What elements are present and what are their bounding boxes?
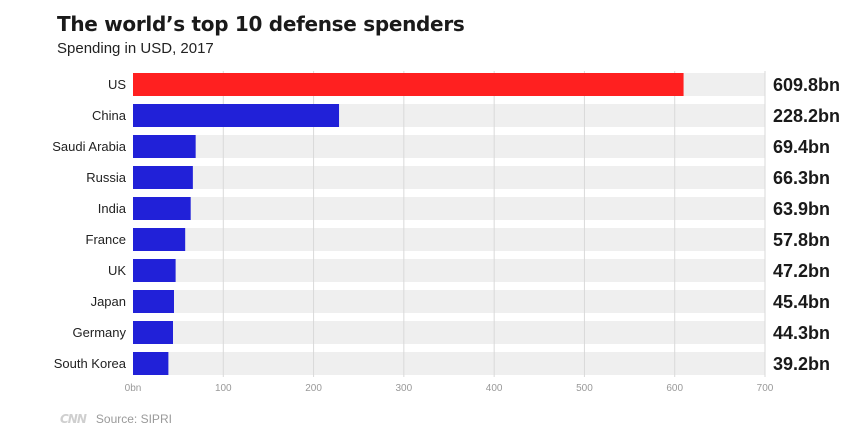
bar xyxy=(133,73,684,96)
value-label: 39.2bn xyxy=(773,354,830,374)
bar xyxy=(133,290,174,313)
bar-track xyxy=(133,259,765,282)
value-label: 69.4bn xyxy=(773,137,830,157)
bar xyxy=(133,197,191,220)
x-tick-label: 600 xyxy=(666,383,683,394)
cnn-logo: CNN xyxy=(60,412,87,426)
bar xyxy=(133,352,169,375)
x-tick-label: 200 xyxy=(305,383,322,394)
source-note: Source: SIPRI xyxy=(95,412,172,426)
category-label: Japan xyxy=(91,294,126,309)
category-label: France xyxy=(86,232,126,247)
x-tick-label: 300 xyxy=(396,383,413,394)
value-label: 44.3bn xyxy=(773,323,830,343)
bar-track xyxy=(133,135,765,158)
value-label: 45.4bn xyxy=(773,292,830,312)
footer: CNN Source: SIPRI xyxy=(60,412,172,426)
category-label: Germany xyxy=(73,325,127,340)
category-label: Russia xyxy=(86,170,127,185)
bar-track xyxy=(133,352,765,375)
x-tick-label: 500 xyxy=(576,383,593,394)
bar xyxy=(133,104,340,127)
value-label: 63.9bn xyxy=(773,199,830,219)
category-label: UK xyxy=(108,263,126,278)
chart-subtitle: Spending in USD, 2017 xyxy=(57,40,214,57)
category-label: Saudi Arabia xyxy=(52,139,126,154)
bar-track xyxy=(133,166,765,189)
category-label: China xyxy=(92,108,127,123)
bar-track xyxy=(133,197,765,220)
bar xyxy=(133,166,193,189)
bar-track xyxy=(133,321,765,344)
x-tick-label: 700 xyxy=(757,383,774,394)
value-label: 57.8bn xyxy=(773,230,830,250)
value-label: 47.2bn xyxy=(773,261,830,281)
chart-title: The world’s top 10 defense spenders xyxy=(57,12,465,36)
x-tick-label: 400 xyxy=(486,383,503,394)
value-label: 609.8bn xyxy=(773,75,840,95)
bar-track xyxy=(133,290,765,313)
bar xyxy=(133,228,186,251)
value-label: 228.2bn xyxy=(773,106,840,126)
value-label: 66.3bn xyxy=(773,168,830,188)
bar xyxy=(133,321,173,344)
category-label: India xyxy=(98,201,127,216)
category-label: South Korea xyxy=(54,356,127,371)
x-tick-label: 100 xyxy=(215,383,232,394)
category-label: US xyxy=(108,77,126,92)
bar xyxy=(133,135,196,158)
x-tick-label: 0bn xyxy=(125,383,142,394)
bar xyxy=(133,259,176,282)
bar-track xyxy=(133,228,765,251)
